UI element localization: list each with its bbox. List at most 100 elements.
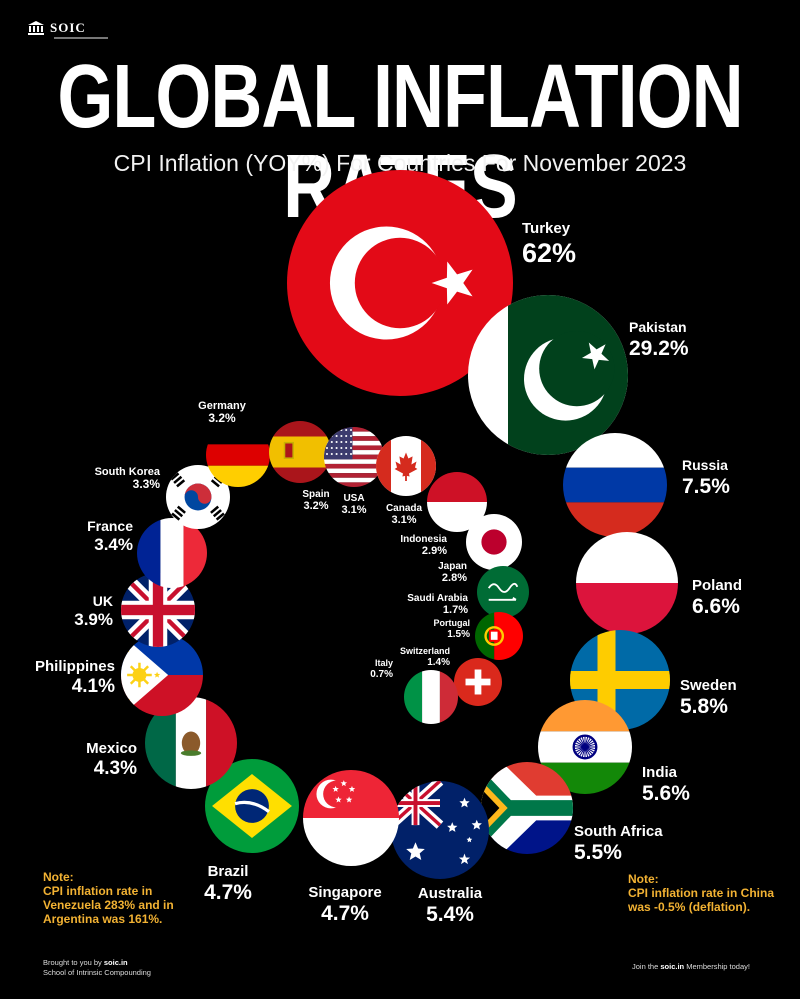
value-label: 6.6% [692,595,740,618]
pakistan-bubble [468,295,628,455]
footer-credit-prefix: Brought to you by [43,958,104,967]
uk-bubble [121,573,195,647]
switzerland-bubble [454,658,502,706]
spain-flag-icon [269,421,331,483]
value-label: 62% [522,238,576,268]
sweden-flag-icon [570,630,670,730]
country-label: South Korea [95,466,161,478]
sweden-bubble [570,630,670,730]
footer-cta: Join the soic.in Membership today! [632,962,792,972]
south-africa-bubble [481,762,573,854]
singapore-flag-icon [303,770,399,866]
poland-bubble [576,532,678,634]
note-right-heading: Note: [628,872,659,886]
footer-credit-school: School of Intrinsic Compounding [43,968,151,977]
value-label: 5.5% [574,841,622,864]
switzerland-flag-icon [454,658,502,706]
country-label: Japan [438,561,467,572]
singapore-bubble [303,770,399,866]
russia-bubble [563,433,667,537]
country-label: India [642,764,678,781]
country-label: Portugal [433,618,470,628]
footer-cta-prefix: Join the [632,962,661,971]
japan-flag-icon [466,514,522,570]
value-label: 4.7% [204,881,252,904]
country-label: UK [93,593,113,609]
brand-logo: SOIC [28,20,86,36]
footer-cta-site[interactable]: soic.in [660,962,685,971]
country-label: Spain [302,489,329,500]
note-right-text: CPI inflation rate in China was -0.5% (d… [628,886,775,914]
building-icon [28,21,44,35]
footer-credit: Brought to you by soic.in School of Intr… [43,958,223,978]
brand-name: SOIC [50,20,86,35]
country-label: Pakistan [629,319,687,335]
poland-flag-icon [576,532,678,634]
brand-tagline-rule [54,37,108,39]
country-label: Russia [682,457,728,473]
south-africa-flag-icon [481,762,573,854]
italy-bubble [404,670,458,724]
value-label: 5.4% [426,903,474,926]
country-label: South Africa [574,823,663,840]
note-left: Note: CPI inflation rate in Venezuela 28… [43,870,203,926]
country-label: Philippines [35,658,115,675]
value-label: 4.7% [321,902,369,925]
value-label: 5.6% [642,782,690,805]
value-label: 2.9% [422,545,447,557]
australia-flag-icon [391,781,489,879]
country-label: Sweden [680,677,737,694]
india-bubble [538,700,632,794]
italy-flag-icon [404,670,458,724]
value-label: 0.7% [370,669,393,680]
spain-bubble [269,421,331,483]
footer-credit-site[interactable]: soic.in [103,958,128,967]
canada-bubble [376,436,436,496]
note-left-heading: Note: [43,870,74,884]
saudi-arabia-flag-icon [477,566,529,618]
country-label: Brazil [208,863,249,880]
country-label: Poland [692,577,742,594]
usa-bubble [324,427,384,487]
australia-bubble [391,781,489,879]
country-label: Singapore [308,884,381,901]
france-flag-icon [137,518,207,588]
india-flag-icon [538,700,632,794]
country-label: USA [343,493,364,504]
germany-bubble [206,423,270,487]
saudi-arabia-bubble [477,566,529,618]
value-label: 5.8% [680,695,728,718]
value-label: 1.5% [447,629,470,640]
value-label: 1.7% [443,604,468,616]
portugal-flag-icon [475,612,523,660]
value-label: 4.3% [94,758,137,779]
value-label: 3.2% [208,411,236,425]
value-label: 3.9% [74,610,113,629]
value-label: 2.8% [442,572,467,584]
uk-flag-icon [121,573,195,647]
country-label: Australia [418,885,483,902]
usa-flag-icon [324,427,384,487]
note-right: Note: CPI inflation rate in China was -0… [628,872,788,914]
country-label: Turkey [522,220,571,237]
pakistan-flag-icon [468,295,628,455]
value-label: 3.2% [303,500,328,512]
country-label: Canada [386,503,423,514]
russia-flag-icon [563,433,667,537]
country-label: Mexico [86,740,137,757]
country-label: Italy [375,658,393,668]
germany-flag-icon [206,423,270,487]
country-label: France [87,518,133,534]
country-label: Switzerland [400,646,450,656]
japan-bubble [466,514,522,570]
value-label: 3.4% [94,535,133,554]
value-label: 1.4% [427,657,450,668]
france-bubble [137,518,207,588]
footer-cta-suffix: Membership today! [684,962,750,971]
value-label: 3.1% [341,504,366,516]
country-label: Indonesia [400,534,447,545]
portugal-bubble [475,612,523,660]
value-label: 3.3% [133,477,161,491]
value-label: 7.5% [682,475,730,498]
